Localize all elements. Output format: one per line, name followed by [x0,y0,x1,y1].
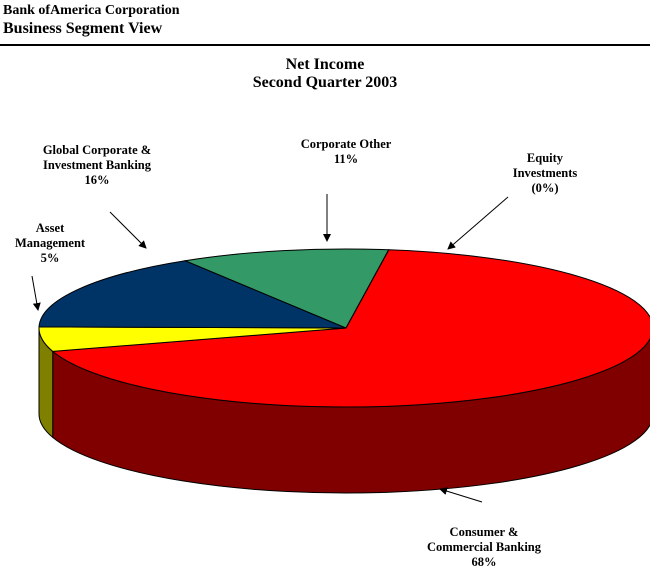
pie-slice-2 [38,260,347,329]
pie-slice-4 [345,249,390,329]
header-rule [0,44,650,46]
leader-asset-management [31,275,41,311]
pie-slice-3 [183,248,390,329]
label-leaders [31,194,509,503]
view-name: Business Segment View [3,20,163,37]
chart-title: Net Income [285,56,365,73]
pie-slices [38,248,650,408]
report-header: Bank ofAmerica Corporation Business Segm… [3,2,180,39]
chart-subtitle: Second Quarter 2003 [252,74,398,91]
label-consumer-commercial: Consumer & Commercial Banking 68% [426,525,542,569]
pie-sides [38,327,650,494]
company-name: Bank ofAmerica Corporation [3,3,180,18]
label-corporate-other: Corporate Other 11% [300,137,392,166]
label-equity-investments: Equity Investments (0%) [512,151,578,195]
leader-consumer-commercial [439,487,483,503]
leader-equity-investments [447,196,509,250]
label-global-corporate: Global Corporate & Investment Banking 16… [42,143,152,187]
leader-global-corporate [109,211,147,249]
label-asset-management: Asset Management 5% [14,221,86,265]
pie-slice-0 [51,249,650,408]
